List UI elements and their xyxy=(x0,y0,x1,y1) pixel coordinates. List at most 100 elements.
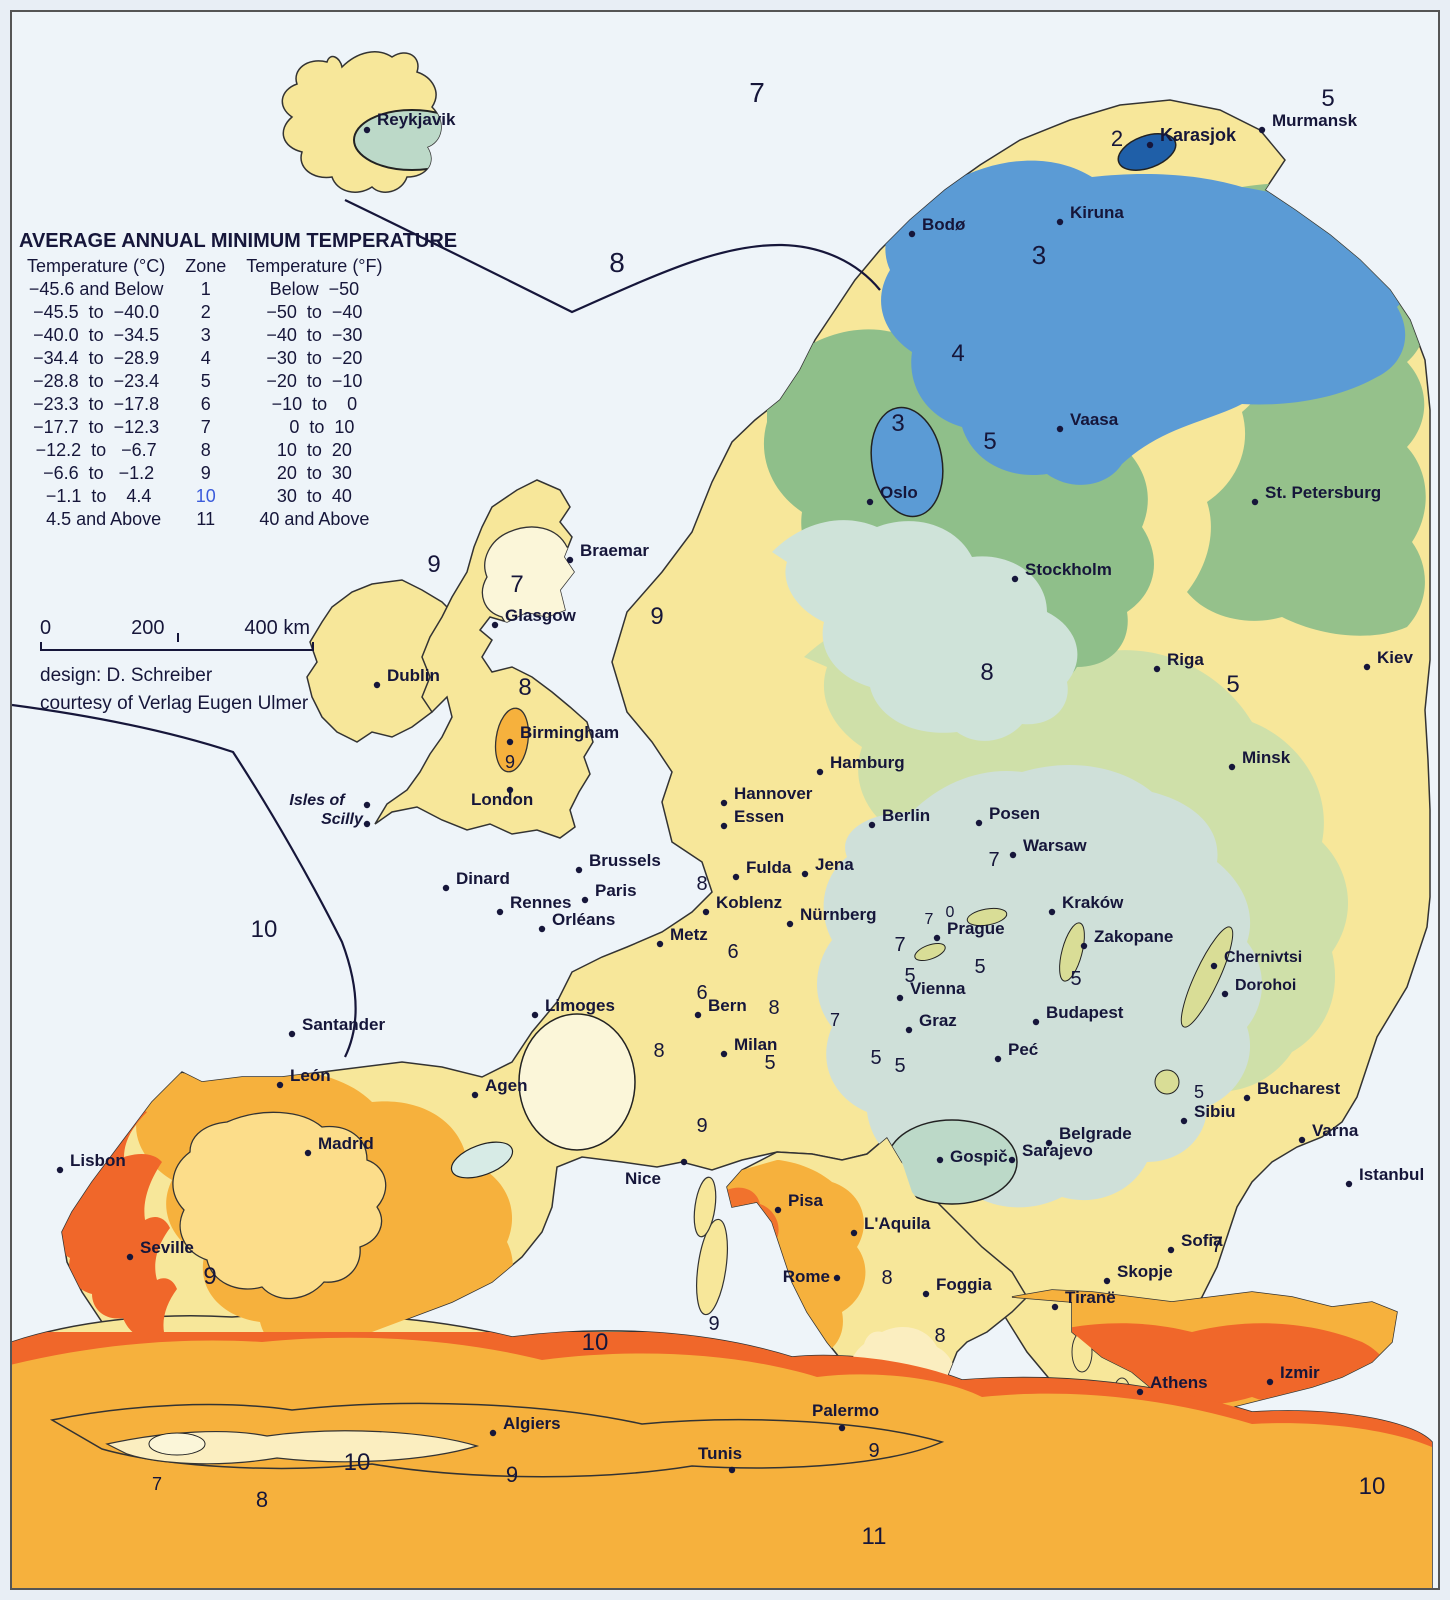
svg-text:Kiruna: Kiruna xyxy=(1070,203,1124,222)
svg-text:7: 7 xyxy=(830,1010,840,1030)
svg-text:Gospič: Gospič xyxy=(950,1147,1008,1166)
svg-text:8: 8 xyxy=(609,247,625,278)
svg-text:Sofia: Sofia xyxy=(1181,1231,1223,1250)
svg-text:8: 8 xyxy=(696,873,707,895)
svg-text:Isles of: Isles of xyxy=(289,792,346,809)
svg-text:Bucharest: Bucharest xyxy=(1257,1079,1340,1098)
svg-text:León: León xyxy=(290,1066,331,1085)
svg-text:Birmingham: Birmingham xyxy=(520,723,619,742)
svg-text:Madrid: Madrid xyxy=(318,1134,374,1153)
svg-text:Sarajevo: Sarajevo xyxy=(1022,1141,1093,1160)
svg-text:Berlin: Berlin xyxy=(882,806,930,825)
svg-text:Limoges: Limoges xyxy=(545,996,615,1015)
svg-text:8: 8 xyxy=(653,1040,664,1062)
svg-text:Nürnberg: Nürnberg xyxy=(800,905,877,924)
svg-text:Santander: Santander xyxy=(302,1015,386,1034)
svg-text:Karasjok: Karasjok xyxy=(1160,125,1237,145)
svg-text:5: 5 xyxy=(894,1055,905,1077)
svg-text:Orléans: Orléans xyxy=(552,910,615,929)
svg-text:Posen: Posen xyxy=(989,804,1040,823)
svg-text:Jena: Jena xyxy=(815,855,854,874)
svg-text:Fulda: Fulda xyxy=(746,858,792,877)
svg-text:Lisbon: Lisbon xyxy=(70,1151,126,1170)
svg-text:10: 10 xyxy=(582,1329,609,1356)
svg-text:Kraków: Kraków xyxy=(1062,893,1124,912)
svg-text:Agen: Agen xyxy=(485,1076,528,1095)
svg-text:9: 9 xyxy=(696,1115,707,1137)
svg-text:9: 9 xyxy=(868,1440,879,1462)
svg-text:9: 9 xyxy=(427,551,440,578)
svg-text:Prague: Prague xyxy=(947,919,1005,938)
svg-text:7: 7 xyxy=(988,849,999,871)
svg-text:L'Aquila: L'Aquila xyxy=(864,1214,931,1233)
svg-text:Warsaw: Warsaw xyxy=(1023,836,1087,855)
svg-text:Oslo: Oslo xyxy=(880,483,918,502)
svg-text:Seville: Seville xyxy=(140,1238,194,1257)
svg-text:Izmir: Izmir xyxy=(1280,1363,1320,1382)
svg-text:9: 9 xyxy=(506,1462,518,1487)
svg-text:Braemar: Braemar xyxy=(580,541,649,560)
svg-text:Tunis: Tunis xyxy=(698,1444,742,1463)
svg-text:8: 8 xyxy=(768,997,779,1019)
svg-text:Skopje: Skopje xyxy=(1117,1262,1173,1281)
svg-text:London: London xyxy=(471,790,533,809)
svg-text:9: 9 xyxy=(708,1313,719,1335)
svg-text:Algiers: Algiers xyxy=(503,1414,561,1433)
svg-text:8: 8 xyxy=(256,1487,268,1512)
svg-text:Metz: Metz xyxy=(670,925,708,944)
svg-text:Graz: Graz xyxy=(919,1011,957,1030)
svg-text:Varna: Varna xyxy=(1312,1121,1359,1140)
svg-text:5: 5 xyxy=(983,428,996,455)
svg-text:10: 10 xyxy=(1359,1473,1386,1500)
svg-text:Pisa: Pisa xyxy=(788,1191,824,1210)
svg-text:Chernivtsi: Chernivtsi xyxy=(1224,949,1302,966)
svg-text:7: 7 xyxy=(749,77,765,108)
svg-text:5: 5 xyxy=(1070,968,1081,990)
svg-text:10: 10 xyxy=(251,916,278,943)
svg-text:Vienna: Vienna xyxy=(910,979,966,998)
svg-text:Stockholm: Stockholm xyxy=(1025,560,1112,579)
svg-text:11: 11 xyxy=(862,1523,887,1550)
svg-text:Bern: Bern xyxy=(708,996,747,1015)
svg-text:Dinard: Dinard xyxy=(456,869,510,888)
svg-text:7: 7 xyxy=(510,571,523,598)
svg-text:3: 3 xyxy=(891,410,904,437)
svg-text:Murmansk: Murmansk xyxy=(1272,111,1358,130)
svg-text:9: 9 xyxy=(203,1263,216,1290)
svg-text:8: 8 xyxy=(980,659,993,686)
svg-text:9: 9 xyxy=(650,603,663,630)
svg-text:5: 5 xyxy=(1194,1082,1204,1102)
svg-text:Essen: Essen xyxy=(734,807,784,826)
svg-text:Istanbul: Istanbul xyxy=(1359,1165,1424,1184)
svg-text:5: 5 xyxy=(764,1052,775,1074)
svg-text:Bodø: Bodø xyxy=(922,215,966,234)
svg-text:Hamburg: Hamburg xyxy=(830,753,905,772)
svg-text:Riga: Riga xyxy=(1167,650,1204,669)
svg-text:Nice: Nice xyxy=(625,1169,661,1188)
svg-text:Milan: Milan xyxy=(734,1035,777,1054)
svg-text:8: 8 xyxy=(934,1325,945,1347)
svg-text:Dorohoi: Dorohoi xyxy=(1235,977,1296,994)
svg-text:Reykjavik: Reykjavik xyxy=(377,110,456,129)
svg-text:Kiev: Kiev xyxy=(1377,648,1413,667)
svg-text:Peć: Peć xyxy=(1008,1040,1038,1059)
svg-text:Foggia: Foggia xyxy=(936,1275,992,1294)
svg-text:6: 6 xyxy=(727,941,738,963)
svg-text:5: 5 xyxy=(1226,671,1239,698)
svg-text:7: 7 xyxy=(894,934,905,956)
svg-text:2: 2 xyxy=(1111,126,1123,151)
svg-text:Minsk: Minsk xyxy=(1242,748,1291,767)
svg-text:Sibiu: Sibiu xyxy=(1194,1102,1236,1121)
svg-text:5: 5 xyxy=(974,956,985,978)
svg-text:Brussels: Brussels xyxy=(589,851,661,870)
svg-text:Paris: Paris xyxy=(595,881,637,900)
svg-text:Tiranë: Tiranë xyxy=(1065,1288,1116,1307)
svg-text:Vaasa: Vaasa xyxy=(1070,410,1119,429)
svg-text:Dublin: Dublin xyxy=(387,666,440,685)
svg-text:5: 5 xyxy=(870,1047,881,1069)
svg-text:3: 3 xyxy=(1032,240,1046,270)
svg-text:7: 7 xyxy=(925,911,934,928)
svg-text:Glasgow: Glasgow xyxy=(505,606,577,625)
svg-text:9: 9 xyxy=(505,752,515,772)
svg-text:Athens: Athens xyxy=(1150,1373,1208,1392)
